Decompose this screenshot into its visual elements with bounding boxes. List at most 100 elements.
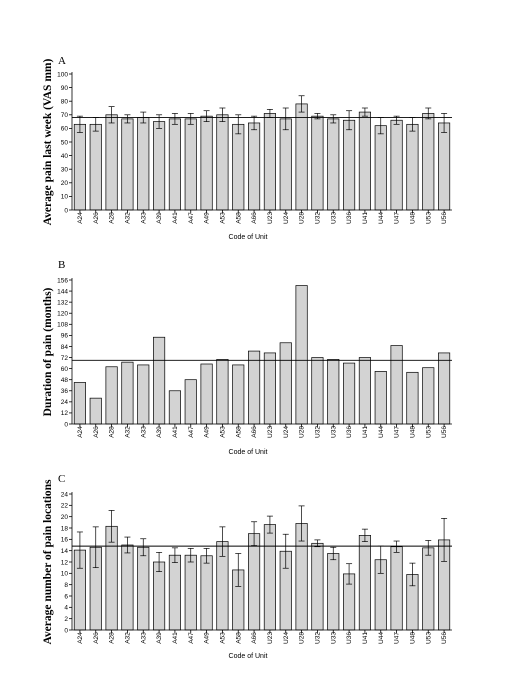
error-bar-c-A26 [92,526,99,569]
y-tick-label-b-132: 132 [57,299,68,306]
error-bar-a-A47 [187,113,194,125]
category-label-c-A26: A26 [93,632,100,644]
y-tick-label-a-30: 30 [61,167,69,174]
category-label-a-U24: U24 [283,212,290,224]
category-label-c-A24: A24 [77,632,84,644]
category-label-b-A32: A32 [124,426,131,438]
error-bar-c-U32 [314,539,321,548]
category-label-b-U32: U32 [314,426,321,438]
error-bar-a-U32 [314,113,321,120]
bar-c-U32 [311,542,324,631]
y-tick-label-c-18: 18 [61,525,69,532]
error-bar-c-U53 [425,540,432,556]
category-label-c-A28: A28 [109,632,116,644]
bar-b-A41 [168,390,181,425]
bar-b-U53 [422,367,435,425]
error-bar-a-U53 [425,107,432,120]
error-bar-c-A53 [219,526,226,557]
y-tick-label-b-84: 84 [61,344,69,351]
category-label-b-A33: A33 [140,426,147,438]
error-bar-a-A32 [124,114,131,124]
y-tick-label-c-6: 6 [64,593,68,600]
bar-c-A41 [168,554,181,631]
bar-a-A24 [73,123,86,211]
y-tick-label-b-120: 120 [57,311,68,318]
bar-a-A26 [89,123,102,211]
bar-b-U23 [263,352,276,425]
bar-b-U32 [311,357,324,425]
category-label-c-A66: A66 [251,632,258,644]
panel-label-c: C [58,473,65,485]
y-tick-label-c-16: 16 [61,537,69,544]
bar-c-A32 [121,544,134,631]
bar-b-U41 [358,357,371,425]
error-bar-c-U23 [266,515,273,534]
error-bar-a-U24 [282,107,289,131]
bar-b-A58 [232,364,245,425]
bar-a-U53 [422,113,435,211]
category-label-a-U44: U44 [378,212,385,224]
bar-a-U24 [279,118,292,211]
category-label-a-U28: U28 [299,212,306,224]
y-tick-label-a-70: 70 [61,112,69,119]
category-label-a-U36: U36 [346,212,353,224]
category-label-b-A49: A49 [204,426,211,438]
category-label-a-U48: U48 [409,212,416,224]
category-label-b-A66: A66 [251,426,258,438]
y-tick-label-a-20: 20 [61,180,69,187]
bar-a-U48 [406,123,419,211]
bar-b-U28 [295,285,308,425]
category-label-c-U48: U48 [409,632,416,644]
category-label-a-A28: A28 [109,212,116,224]
y-axis-label-b: Duration of pain (months) [42,287,54,416]
category-label-c-A49: A49 [204,632,211,644]
error-bar-c-U28 [298,505,305,542]
bar-a-A47 [184,118,197,211]
y-tick-label-c-2: 2 [64,616,68,623]
bar-b-A53 [216,359,229,425]
bar-b-A49 [200,363,213,425]
bar-a-U44 [374,125,387,211]
y-tick-label-c-10: 10 [61,571,69,578]
bar-c-U41 [358,535,371,631]
category-label-a-A47: A47 [188,212,195,224]
category-label-a-U41: U41 [362,212,369,224]
category-label-b-U36: U36 [346,426,353,438]
category-label-b-A58: A58 [235,426,242,438]
error-bar-c-U47 [393,540,400,553]
category-label-a-A58: A58 [235,212,242,224]
y-tick-label-c-12: 12 [61,559,69,566]
y-tick-label-b-36: 36 [61,388,69,395]
bar-c-A47 [184,554,197,631]
error-bar-a-A28 [108,106,115,124]
bar-b-A28 [105,366,118,425]
error-bar-a-A66 [251,115,258,131]
category-label-c-U36: U36 [346,632,353,644]
category-label-a-A26: A26 [93,212,100,224]
bar-a-A58 [232,123,245,211]
category-label-b-A28: A28 [109,426,116,438]
y-tick-label-c-14: 14 [61,548,69,555]
error-bar-c-A24 [76,531,83,569]
error-bar-a-U36 [346,110,353,131]
bar-c-U53 [422,547,435,631]
category-label-c-A53: A53 [219,632,226,644]
y-tick-label-a-90: 90 [61,85,69,92]
category-label-c-A47: A47 [188,632,195,644]
category-label-b-U41: U41 [362,426,369,438]
bar-c-U47 [390,546,403,631]
category-label-c-A32: A32 [124,632,131,644]
y-tick-label-a-50: 50 [61,139,69,146]
error-bar-a-A41 [171,113,178,125]
category-label-c-A39: A39 [156,632,163,644]
category-label-a-U33: U33 [330,212,337,224]
category-label-b-A53: A53 [219,426,226,438]
y-tick-label-b-144: 144 [57,288,68,295]
y-tick-label-a-0: 0 [64,207,68,214]
bar-b-A33 [137,364,150,425]
error-bar-c-A33 [140,538,147,557]
category-label-b-U24: U24 [283,426,290,438]
bar-c-A49 [200,555,213,631]
y-tick-label-c-4: 4 [64,605,68,612]
category-label-c-A41: A41 [172,632,179,644]
